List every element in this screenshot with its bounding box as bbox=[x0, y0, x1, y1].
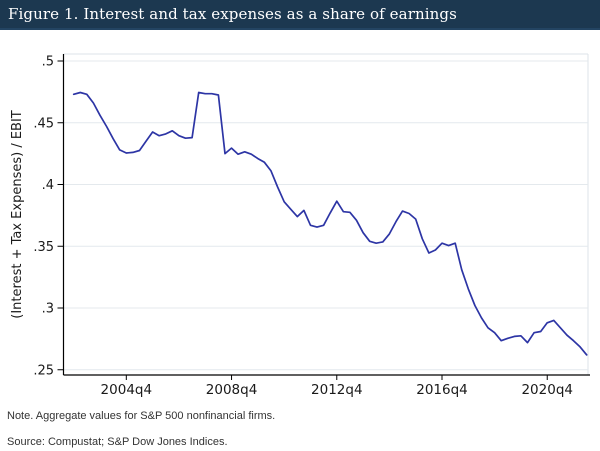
y-tick-label: .35 bbox=[33, 240, 54, 255]
y-tick-label: .5 bbox=[42, 55, 54, 70]
figure-title-bar: Figure 1. Interest and tax expenses as a… bbox=[0, 0, 600, 30]
y-axis-title: (Interest + Tax Expenses) / EBIT bbox=[10, 110, 25, 319]
x-tick-label: 2016q4 bbox=[416, 382, 468, 398]
source-text: Source: Compustat; S&P Dow Jones Indices… bbox=[7, 436, 228, 448]
x-tick-label: 2008q4 bbox=[206, 382, 258, 398]
y-tick-label: .45 bbox=[33, 116, 54, 131]
y-tick-label: .25 bbox=[33, 363, 54, 378]
note-text: Note. Aggregate values for S&P 500 nonfi… bbox=[7, 410, 276, 422]
x-tick-label: 2004q4 bbox=[101, 382, 153, 398]
data-series-line bbox=[72, 91, 588, 356]
x-tick-label: 2020q4 bbox=[521, 382, 573, 398]
line-chart: .25 .3 .35 .4 .45 .5 2004q4 2008q4 2012q4 2016q4 2… bbox=[10, 53, 590, 398]
y-tick-label: .4 bbox=[42, 178, 54, 193]
y-tick-label: .3 bbox=[42, 302, 54, 317]
x-tick-label: 2012q4 bbox=[311, 382, 363, 398]
figure-title: Figure 1. Interest and tax expenses as a… bbox=[8, 5, 457, 23]
